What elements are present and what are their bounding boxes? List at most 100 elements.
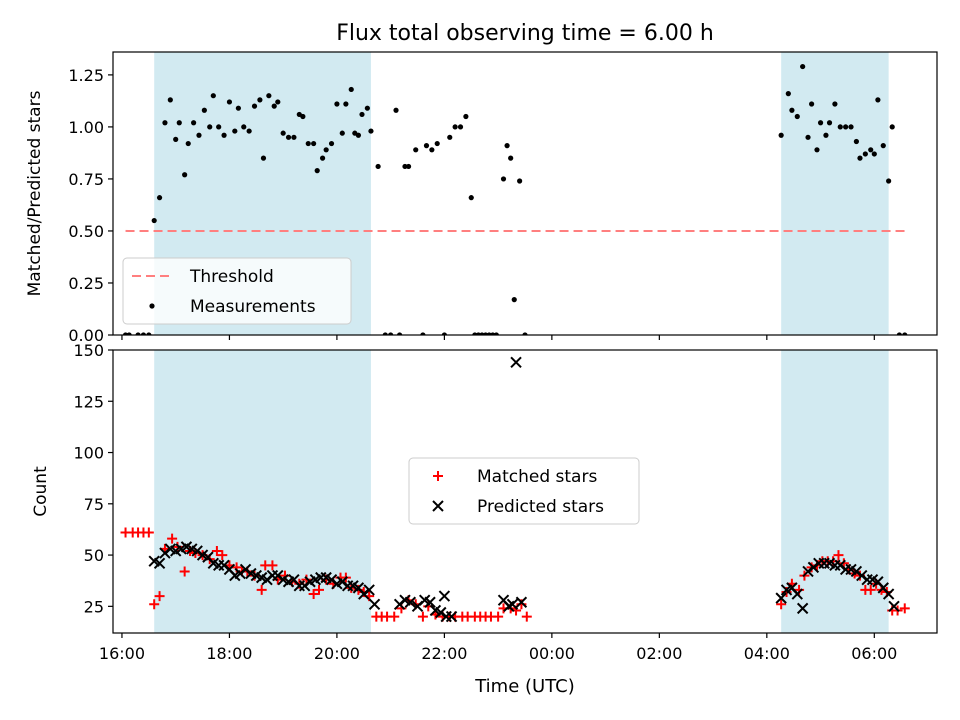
measurement-point (441, 332, 447, 335)
measurement-point (522, 332, 528, 335)
measurement-point (493, 332, 499, 335)
x-axis-label: Time (UTC) (474, 676, 575, 697)
matched-star-point (493, 611, 504, 622)
matched-star-point (143, 527, 154, 538)
measurement-point (241, 124, 247, 130)
ratio-panel: 0.00 0.25 0.50 0.75 1.00 1.25 Matched/Predicte… (25, 51, 938, 345)
measurement-point (832, 101, 838, 107)
measurement-point (809, 101, 815, 107)
measurement-point (794, 113, 800, 120)
measurement-point (221, 132, 227, 138)
measurement-point (246, 128, 252, 134)
measurement-point (232, 128, 238, 134)
measurement-point (393, 107, 399, 113)
x-tick-label: 22:00 (421, 644, 467, 663)
measurement-point (457, 124, 464, 130)
axes-frame (112, 51, 938, 336)
measurement-point (348, 86, 354, 93)
y-tick-label: 0.00 (68, 326, 104, 345)
legend-predicted-label: Predicted stars (477, 497, 604, 517)
measurement-point (862, 151, 868, 157)
measurement-point (216, 124, 222, 130)
matched-star-point (267, 560, 278, 571)
x-tick-label: 04:00 (744, 644, 790, 663)
measurement-point (382, 332, 388, 335)
measurement-point (800, 63, 806, 70)
x-tick-label: 00:00 (529, 644, 575, 663)
legend-matched-label: Matched stars (477, 467, 597, 487)
measurement-point (778, 132, 784, 138)
measurement-point (420, 332, 426, 335)
measurement-point (285, 134, 292, 140)
measurement-point (388, 332, 394, 335)
measurement-point (468, 195, 474, 201)
y-axis-label: Matched/Predicted stars (25, 90, 45, 296)
measurement-point (402, 163, 408, 170)
measurement-point (251, 103, 258, 109)
measurement-point (328, 140, 335, 147)
legend: Matched stars Predicted stars (408, 457, 640, 525)
predicted-star-point (796, 602, 809, 615)
measurement-point (789, 107, 795, 113)
legend-predicted-swatch (432, 500, 444, 512)
x-tick-label: 16:00 (99, 644, 145, 663)
y-axis-label: Count (31, 466, 51, 517)
matched-star-point (154, 591, 165, 602)
predicted-star-point (153, 557, 166, 569)
measurement-point (511, 297, 517, 303)
measurement-point (300, 113, 306, 120)
matched-star-point (308, 589, 319, 600)
measurement-point (504, 143, 510, 149)
measurement-point (257, 97, 263, 103)
legend-matched-swatch (433, 471, 443, 481)
measurement-point (319, 155, 326, 161)
y-tick-label: 0.75 (68, 170, 104, 189)
x-tick-label: 06:00 (851, 644, 897, 663)
measurement-point (201, 107, 207, 113)
matched-star-point (217, 550, 228, 561)
measurement-point (280, 130, 286, 136)
measurement-point (334, 101, 340, 107)
measurement-point (126, 332, 132, 335)
measurement-point (266, 93, 272, 99)
measurement-point (207, 124, 213, 130)
measurement-point (191, 120, 197, 126)
legend: Threshold Measurements (122, 257, 352, 325)
matched-star-point (149, 599, 160, 610)
predicted-star-point (368, 598, 381, 610)
plot-area (120, 350, 910, 633)
measurement-point (805, 134, 811, 140)
measurement-point (826, 120, 833, 126)
measurement-point (323, 147, 329, 153)
predicted-star-point (791, 588, 803, 600)
predicted-star-point (363, 584, 375, 596)
measurement-point (375, 163, 381, 170)
measurement-point (463, 113, 469, 120)
measurement-point (429, 147, 435, 153)
measurement-point (823, 132, 829, 138)
measurement-point (902, 332, 908, 335)
measurement-point (886, 178, 892, 184)
legend-box (408, 457, 640, 525)
predicted-star-point (515, 596, 528, 608)
measurement-point (156, 195, 163, 201)
matched-star-point (167, 533, 178, 544)
measurement-point (275, 99, 281, 105)
matched-star-point (776, 599, 787, 610)
measurement-point (260, 155, 267, 161)
measurement-point (173, 136, 179, 142)
measurement-point (343, 101, 349, 107)
measurement-point (226, 99, 233, 105)
predicted-star-point (404, 596, 417, 608)
measurement-point (235, 105, 241, 111)
matched-star-point (314, 584, 324, 595)
measurement-point (364, 105, 370, 111)
matched-star-point (249, 570, 260, 581)
measurement-point (359, 111, 365, 118)
measurement-point (814, 147, 820, 153)
y-tick-label: 25 (84, 597, 104, 616)
measurement-point (413, 147, 419, 153)
measurement-point (517, 178, 523, 184)
matched-star-point (899, 603, 910, 614)
